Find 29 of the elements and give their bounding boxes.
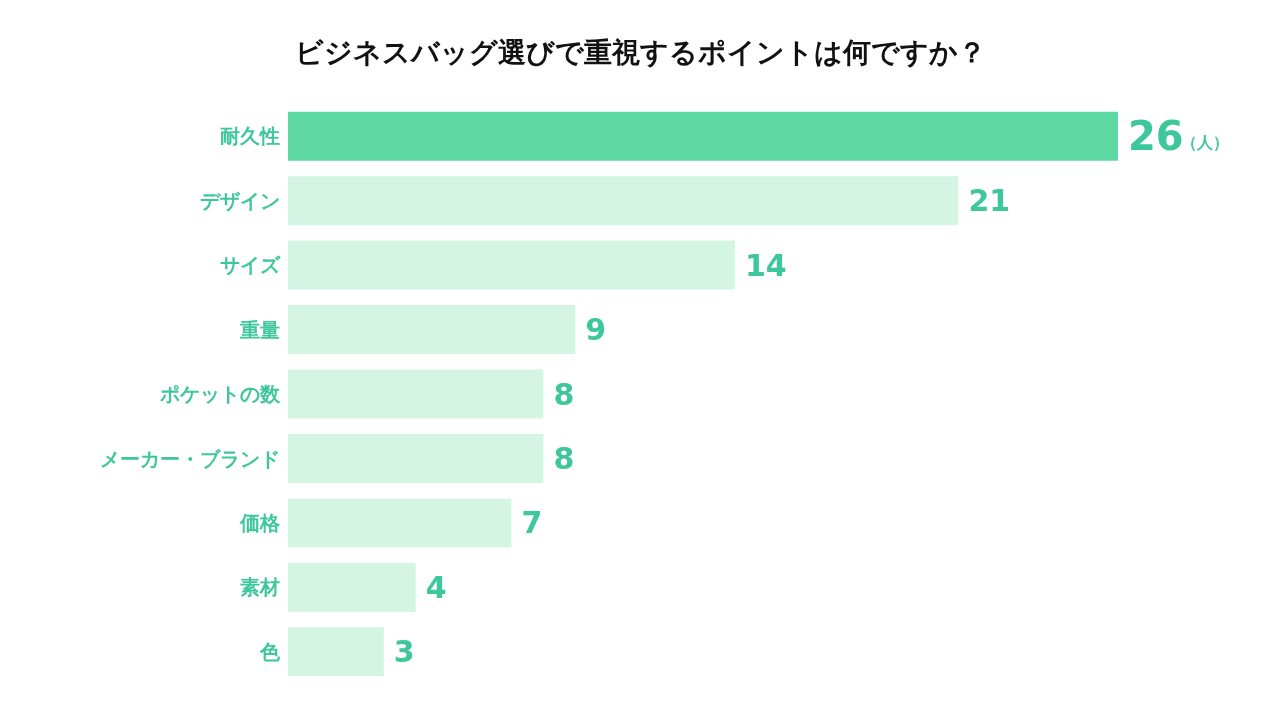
bar <box>288 433 544 483</box>
bar <box>288 176 959 226</box>
text: （人） <box>1181 132 1230 152</box>
bar <box>288 498 512 548</box>
data-label: 9 <box>585 312 607 348</box>
y-tick-label: メーカー・ブランド <box>100 446 280 471</box>
y-tick-label: 色 <box>259 639 281 664</box>
y-tick-label: 重量 <box>239 317 280 342</box>
data-label: 8 <box>553 440 575 476</box>
y-tick-label: ポケットの数 <box>159 382 281 407</box>
data-label: 14 <box>744 247 787 283</box>
bar <box>288 111 1118 161</box>
data-label: 4 <box>425 569 447 605</box>
data-label: 3 <box>393 634 415 670</box>
y-tick-label: 価格 <box>239 510 281 535</box>
data-label: 8 <box>553 376 575 412</box>
data-label: 7 <box>521 505 543 541</box>
bar <box>288 240 735 290</box>
bar <box>288 305 576 355</box>
bar <box>288 562 416 612</box>
bar <box>288 369 544 419</box>
y-tick-label: デザイン <box>200 188 280 213</box>
y-tick-label: 素材 <box>240 575 280 600</box>
chart-title: ビジネスバッグ選びで重視するポイントは何ですか？ <box>293 35 987 71</box>
data-label: 26 <box>1128 113 1184 160</box>
data-label: 21 <box>968 183 1011 219</box>
bar <box>288 627 384 677</box>
y-tick-label: サイズ <box>220 253 281 278</box>
y-tick-label: 耐久性 <box>220 124 280 149</box>
